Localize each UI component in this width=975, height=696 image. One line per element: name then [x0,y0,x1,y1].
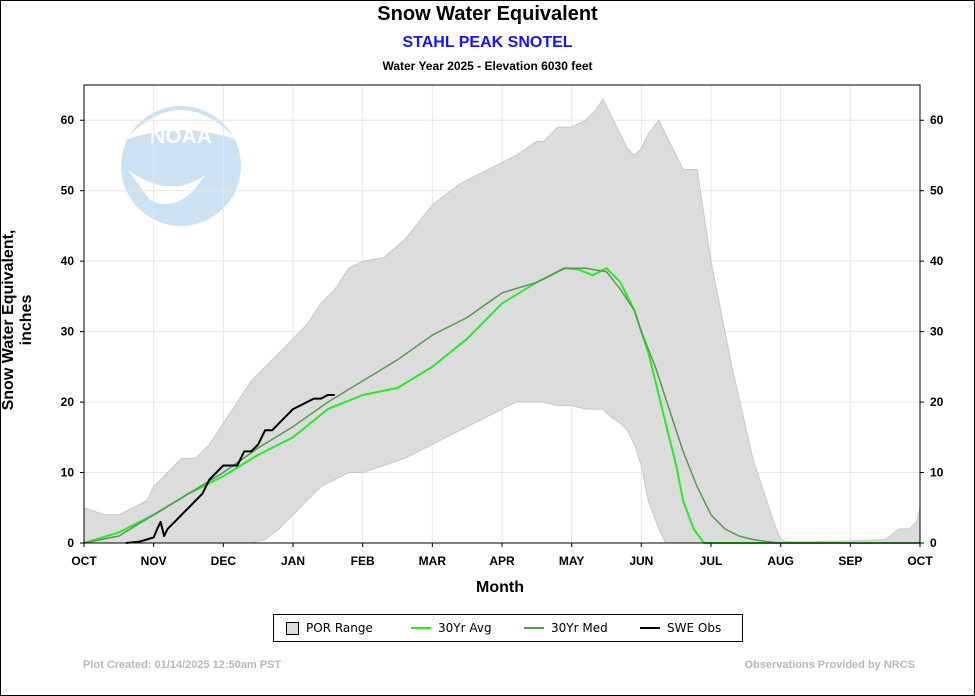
site-name: STAHL PEAK SNOTEL [402,34,573,51]
y-tick-label: 50 [61,184,75,198]
legend-swatch-obs [640,627,660,629]
legend-swatch-avg [411,627,431,629]
x-axis-label: Month [476,579,524,596]
x-tick-label: JUN [629,554,653,568]
y-tick-label-right: 20 [930,395,944,409]
noaa-logo: NOAA [121,106,241,226]
legend-label: SWE Obs [667,621,722,635]
legend-label: 30Yr Avg [438,621,492,635]
legend-label: POR Range [306,621,373,635]
plot-area: 0 0 10 10 20 20 30 30 40 40 50 50 60 60 OCT NOV DEC JAN FE… [61,84,944,568]
legend-item-30yr-avg: 30Yr Avg [411,621,492,635]
x-tick-label: NOV [141,554,167,568]
x-tick-label: JUL [700,554,723,568]
data-source-text: Observations Provided by NRCS [744,659,915,671]
x-tick-label: APR [489,554,515,568]
y-tick-label-right: 40 [930,254,944,268]
y-tick-label: 30 [61,325,75,339]
legend: POR Range 30Yr Avg 30Yr Med SWE Obs [273,614,743,642]
y-tick-label-right: 0 [930,536,937,550]
x-tick-label: SEP [838,554,862,568]
chart-subtitle: Water Year 2025 - Elevation 6030 feet [382,59,593,73]
legend-label: 30Yr Med [551,621,608,635]
y-tick-label: 40 [61,254,75,268]
chart-title: Snow Water Equivalent [377,3,598,25]
x-tick-label: AUG [767,554,794,568]
x-tick-label: OCT [71,554,97,568]
series-swe-obs-line [125,394,335,544]
legend-item-swe-obs: SWE Obs [640,621,721,635]
plot-created-text: Plot Created: 01/14/2025 12:50am PST [83,659,282,671]
y-tick-label: 0 [67,536,74,550]
y-tick-label: 10 [61,466,75,480]
x-tick-label: MAR [419,554,447,568]
noaa-logo-text: NOAA [150,125,212,148]
legend-swatch-por [286,621,299,635]
legend-item-30yr-med: 30Yr Med [524,621,608,635]
y-axis-label: Snow Water Equivalent, inches [0,229,35,411]
y-tick-label: 20 [61,395,75,409]
x-tick-label: FEB [351,554,375,568]
series-30yr-avg-line [83,267,920,544]
series-30yr-med-line [83,267,920,544]
legend-swatch-med [524,627,544,629]
x-tick-label: DEC [211,554,237,568]
y-tick-label-right: 50 [930,184,944,198]
y-tick-label: 60 [61,113,75,127]
y-tick-label-right: 10 [930,466,944,480]
x-tick-label: MAY [559,554,585,568]
y-tick-label-right: 30 [930,325,944,339]
x-tick-label: JAN [281,554,305,568]
y-tick-label-right: 60 [930,113,944,127]
legend-item-por-range: POR Range [286,621,373,635]
x-tick-label: OCT [907,554,933,568]
